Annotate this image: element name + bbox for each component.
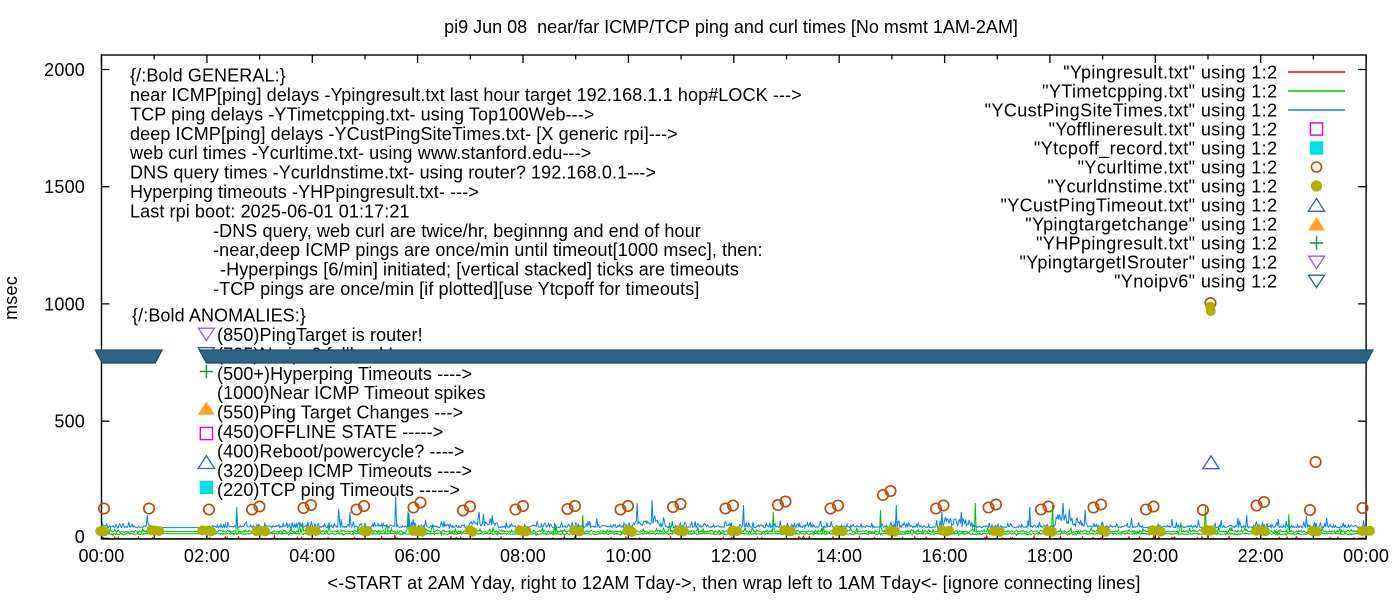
svg-text:22:00: 22:00 — [1238, 546, 1284, 566]
svg-text:"Ypingresult.txt" using 1:2: "Ypingresult.txt" using 1:2 — [1063, 63, 1277, 83]
svg-text:02:00: 02:00 — [184, 546, 230, 566]
svg-text:00:00: 00:00 — [1343, 546, 1389, 566]
svg-text:04:00: 04:00 — [289, 546, 335, 566]
svg-text:{/:Bold GENERAL:}: {/:Bold GENERAL:} — [130, 66, 286, 86]
svg-text:"YpingtargetISrouter" using 1:: "YpingtargetISrouter" using 1:2 — [1020, 253, 1278, 273]
svg-text:06:00: 06:00 — [395, 546, 441, 566]
svg-text:14:00: 14:00 — [816, 546, 862, 566]
svg-text:"YTimetcpping.txt" using 1:2: "YTimetcpping.txt" using 1:2 — [1042, 82, 1277, 102]
svg-text:(400)Reboot/powercycle? ---->: (400)Reboot/powercycle? ----> — [217, 441, 465, 461]
svg-text:-DNS query, web curl are twice: -DNS query, web curl are twice/hr, begin… — [213, 221, 701, 241]
svg-text:"Ycurltime.txt" using 1:2: "Ycurltime.txt" using 1:2 — [1078, 158, 1278, 178]
svg-text:<-START at 2AM Yday, right to: <-START at 2AM Yday, right to 12AM Tday-… — [327, 573, 1140, 593]
svg-text:500: 500 — [54, 412, 85, 432]
svg-text:"YCustPingTimeout.txt" using 1: "YCustPingTimeout.txt" using 1:2 — [1000, 196, 1277, 216]
svg-text:16:00: 16:00 — [922, 546, 968, 566]
svg-text:"YCustPingSiteTimes.txt" using: "YCustPingSiteTimes.txt" using 1:2 — [985, 101, 1278, 121]
svg-text:"Ypingtargetchange" using 1:2: "Ypingtargetchange" using 1:2 — [1025, 215, 1277, 235]
svg-text:-near,deep ICMP pings are once: -near,deep ICMP pings are once/min until… — [213, 240, 763, 260]
svg-text:0: 0 — [75, 527, 85, 547]
svg-text:1500: 1500 — [44, 177, 85, 197]
svg-text:(320)Deep ICMP Timeouts ---->: (320)Deep ICMP Timeouts ----> — [217, 461, 472, 481]
svg-text:10:00: 10:00 — [605, 546, 651, 566]
svg-text:msec: msec — [1, 276, 21, 320]
svg-text:deep ICMP[ping] delays -YCustP: deep ICMP[ping] delays -YCustPingSiteTim… — [130, 124, 678, 144]
svg-text:web curl times -Ycurltime.txt-: web curl times -Ycurltime.txt- using www… — [129, 143, 591, 163]
svg-text:(550)Ping Target Changes --->: (550)Ping Target Changes ---> — [217, 403, 463, 423]
svg-text:TCP ping delays -YTimetcpping.: TCP ping delays -YTimetcpping.txt- using… — [130, 104, 594, 124]
svg-text:1000: 1000 — [44, 295, 85, 315]
svg-text:pi9 Jun 08 near/far ICMP/TCP: pi9 Jun 08 near/far ICMP/TCP ping and cu… — [444, 17, 1018, 37]
svg-text:{/:Bold ANOMALIES:}: {/:Bold ANOMALIES:} — [132, 306, 306, 326]
svg-text:"Ytcpoff_record.txt" using 1:2: "Ytcpoff_record.txt" using 1:2 — [1034, 139, 1278, 160]
svg-text:Hyperping timeouts -YHPpingres: Hyperping timeouts -YHPpingresult.txt- -… — [130, 182, 479, 202]
svg-text:18:00: 18:00 — [1027, 546, 1073, 566]
svg-text:2000: 2000 — [44, 60, 85, 80]
svg-text:Last rpi boot: 2025-06-01 01:1: Last rpi boot: 2025-06-01 01:17:21 — [130, 201, 410, 221]
svg-text:(450)OFFLINE STATE ----->: (450)OFFLINE STATE -----> — [217, 422, 443, 442]
svg-text:near ICMP[ping] delays -Ypingr: near ICMP[ping] delays -Ypingresult.txt … — [130, 85, 802, 105]
svg-text:"YHPpingresult.txt" using 1:2: "YHPpingresult.txt" using 1:2 — [1036, 234, 1278, 254]
svg-text:(1000)Near ICMP Timeout spikes: (1000)Near ICMP Timeout spikes — [217, 383, 486, 403]
svg-text:"Ynoipv6" using 1:2: "Ynoipv6" using 1:2 — [1114, 272, 1277, 292]
svg-text:(220)TCP ping Timeouts ----->: (220)TCP ping Timeouts -----> — [217, 480, 460, 500]
svg-text:(850)PingTarget is router!: (850)PingTarget is router! — [217, 325, 423, 345]
svg-text:12:00: 12:00 — [711, 546, 757, 566]
svg-text:08:00: 08:00 — [500, 546, 546, 566]
svg-text:DNS query times -Ycurldnstime.: DNS query times -Ycurldnstime.txt- using… — [130, 163, 656, 183]
svg-text:"Yofflineresult.txt" using 1:2: "Yofflineresult.txt" using 1:2 — [1049, 120, 1278, 140]
svg-text:20:00: 20:00 — [1132, 546, 1178, 566]
svg-text:(500+)Hyperping Timeouts ---->: (500+)Hyperping Timeouts ----> — [217, 364, 472, 384]
svg-text:-Hyperpings [6/min] initiated;: -Hyperpings [6/min] initiated; [vertical… — [220, 260, 739, 280]
svg-text:"Ycurldnstime.txt" using 1:2: "Ycurldnstime.txt" using 1:2 — [1047, 177, 1277, 197]
svg-text:00:00: 00:00 — [78, 546, 124, 566]
svg-text:-TCP pings are once/min [if pl: -TCP pings are once/min [if plotted][use… — [213, 279, 699, 299]
